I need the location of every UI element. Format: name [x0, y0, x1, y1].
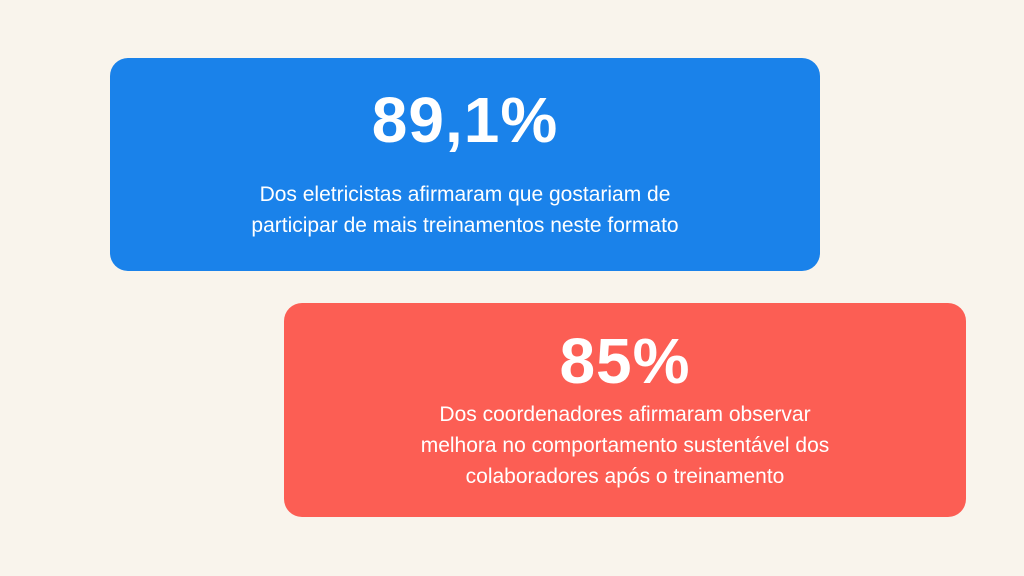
stat-description-line: participar de mais treinamentos neste fo… — [251, 214, 679, 237]
stat-description: Dos coordenadores afirmaram observar mel… — [284, 399, 966, 492]
stat-description-line: Dos coordenadores afirmaram observar — [439, 403, 811, 426]
stat-value: 89,1% — [371, 84, 559, 156]
stat-description-line: melhora no comportamento sustentável dos — [420, 434, 830, 457]
stat-description-line: colaboradores após o treinamento — [465, 465, 785, 488]
stat-description-line: Dos eletricistas afirmaram que gostariam… — [259, 183, 671, 206]
stat-description: Dos eletricistas afirmaram que gostariam… — [110, 179, 820, 241]
stat-value: 85% — [559, 325, 691, 397]
stat-card-coordinators: 85% Dos coordenadores afirmaram observar… — [284, 303, 966, 517]
stat-card-electricians: 89,1% Dos eletricistas afirmaram que gos… — [110, 58, 820, 271]
